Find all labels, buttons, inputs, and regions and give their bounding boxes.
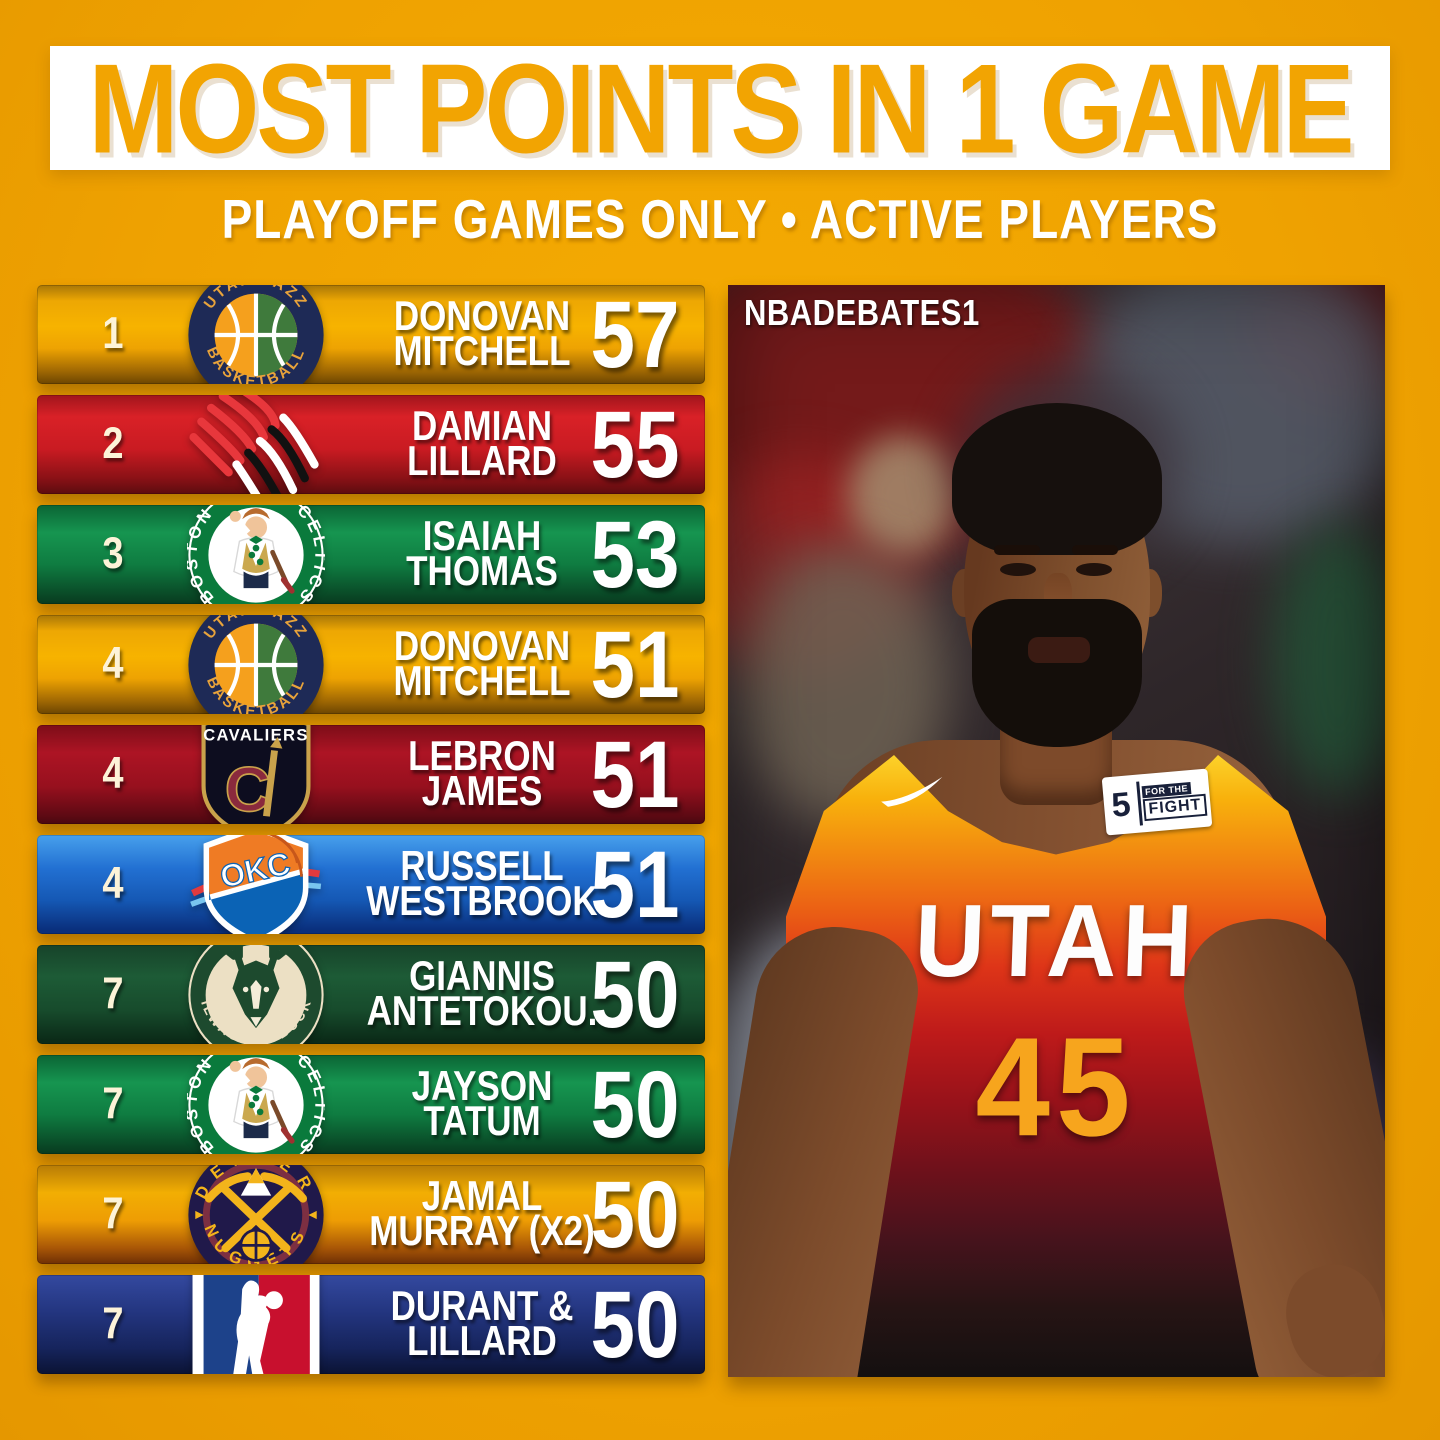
rank-label: 4 [102,749,124,799]
svg-text:CAVALIERS: CAVALIERS [203,725,309,744]
patch-line2: FIGHT [1142,793,1208,821]
player-name: ISAIAH THOMAS [406,513,558,594]
player-name: JAYSON TATUM [411,1063,553,1144]
player-eyebrow [994,545,1040,555]
player-beard [972,599,1142,747]
rank-label: 7 [102,969,124,1019]
player-name: RUSSELL WESTBROOK [366,843,598,924]
table-row: 7 DURANT & LILLARD 50 [37,1275,705,1374]
points-value: 53 [590,505,680,604]
player-photo: 5 FOR THE FIGHT UTAH 45 NBADEBATES1 [728,285,1385,1377]
page-title: MOST POINTS IN 1 GAME [88,36,1354,180]
rank-label: 1 [102,309,124,359]
player-name: DONOVAN MITCHELL [393,623,571,704]
thunder-logo-icon: OKC [187,835,325,934]
player-name: DURANT & LILLARD [390,1283,574,1364]
table-row: 4 CAVALIERS C LEBRON JAMES 51 [37,725,705,824]
points-value: 51 [590,835,680,934]
rank-label: 7 [102,1079,124,1129]
nuggets-logo-icon: DENVER NUGGETS [187,1165,325,1264]
crowd-blur [848,435,958,555]
table-row: 3 BOSTON CELTICS ISAIAH [37,505,705,604]
nike-swoosh-icon [881,776,943,807]
points-value: 50 [590,1055,680,1154]
title-banner: MOST POINTS IN 1 GAME [50,37,1390,179]
rank-label: 4 [102,859,124,909]
jazz-logo-icon: UTAH JAZZ BASKETBALL [187,285,325,384]
points-value: 57 [590,285,680,384]
jersey-number: 45 [975,1009,1137,1166]
jersey-wordmark: UTAH [912,882,1200,999]
celtics-logo-icon: BOSTON CELTICS [187,505,325,604]
watermark: NBADEBATES1 [744,291,980,334]
table-row: 7 BOSTON CELTICS JAYSON [37,1055,705,1154]
points-value: 50 [590,945,680,1044]
points-value: 55 [590,395,680,494]
trail-blazers-logo-icon [187,395,325,494]
patch-number: 5 [1110,785,1133,825]
table-row: 2 DAMIAN LILLARD 55 [37,395,705,494]
jazz-logo-icon: UTAH JAZZ BASKETBALL [187,615,325,714]
player-name: LEBRON JAMES [408,733,556,814]
player-eye [1000,563,1036,576]
bucks-logo-icon: MILWAUKEE BUCKS [187,945,325,1044]
player-eye [1076,563,1112,576]
svg-text:C: C [225,754,271,824]
rank-label: 7 [102,1299,124,1349]
player-name: JAMAL MURRAY (X2) [369,1173,595,1254]
points-value: 50 [590,1165,680,1264]
player-name: DAMIAN LILLARD [407,403,557,484]
player-name: GIANNIS ANTETOKOU. [366,953,598,1034]
player-mouth [1028,637,1090,663]
rank-label: 2 [102,419,124,469]
crowd-blur [1273,525,1385,795]
cavaliers-logo-icon: CAVALIERS C [187,725,325,824]
points-value: 51 [590,615,680,714]
five-for-the-fight-patch: 5 FOR THE FIGHT [1101,768,1213,836]
points-value: 50 [590,1275,680,1374]
table-row: 4 OKC RUSSELL WESTBROOK 51 [37,835,705,934]
points-value: 51 [590,725,680,824]
nba-logo-icon [187,1275,325,1374]
rank-label: 7 [102,1189,124,1239]
page-subtitle: PLAYOFF GAMES ONLY • ACTIVE PLAYERS [221,188,1219,250]
celtics-logo-icon: BOSTON CELTICS [187,1055,325,1154]
player-eyebrow [1072,545,1118,555]
player-hair [952,403,1162,555]
player-name: DONOVAN MITCHELL [393,293,571,374]
rank-label: 3 [102,529,124,579]
rank-label: 4 [102,639,124,689]
